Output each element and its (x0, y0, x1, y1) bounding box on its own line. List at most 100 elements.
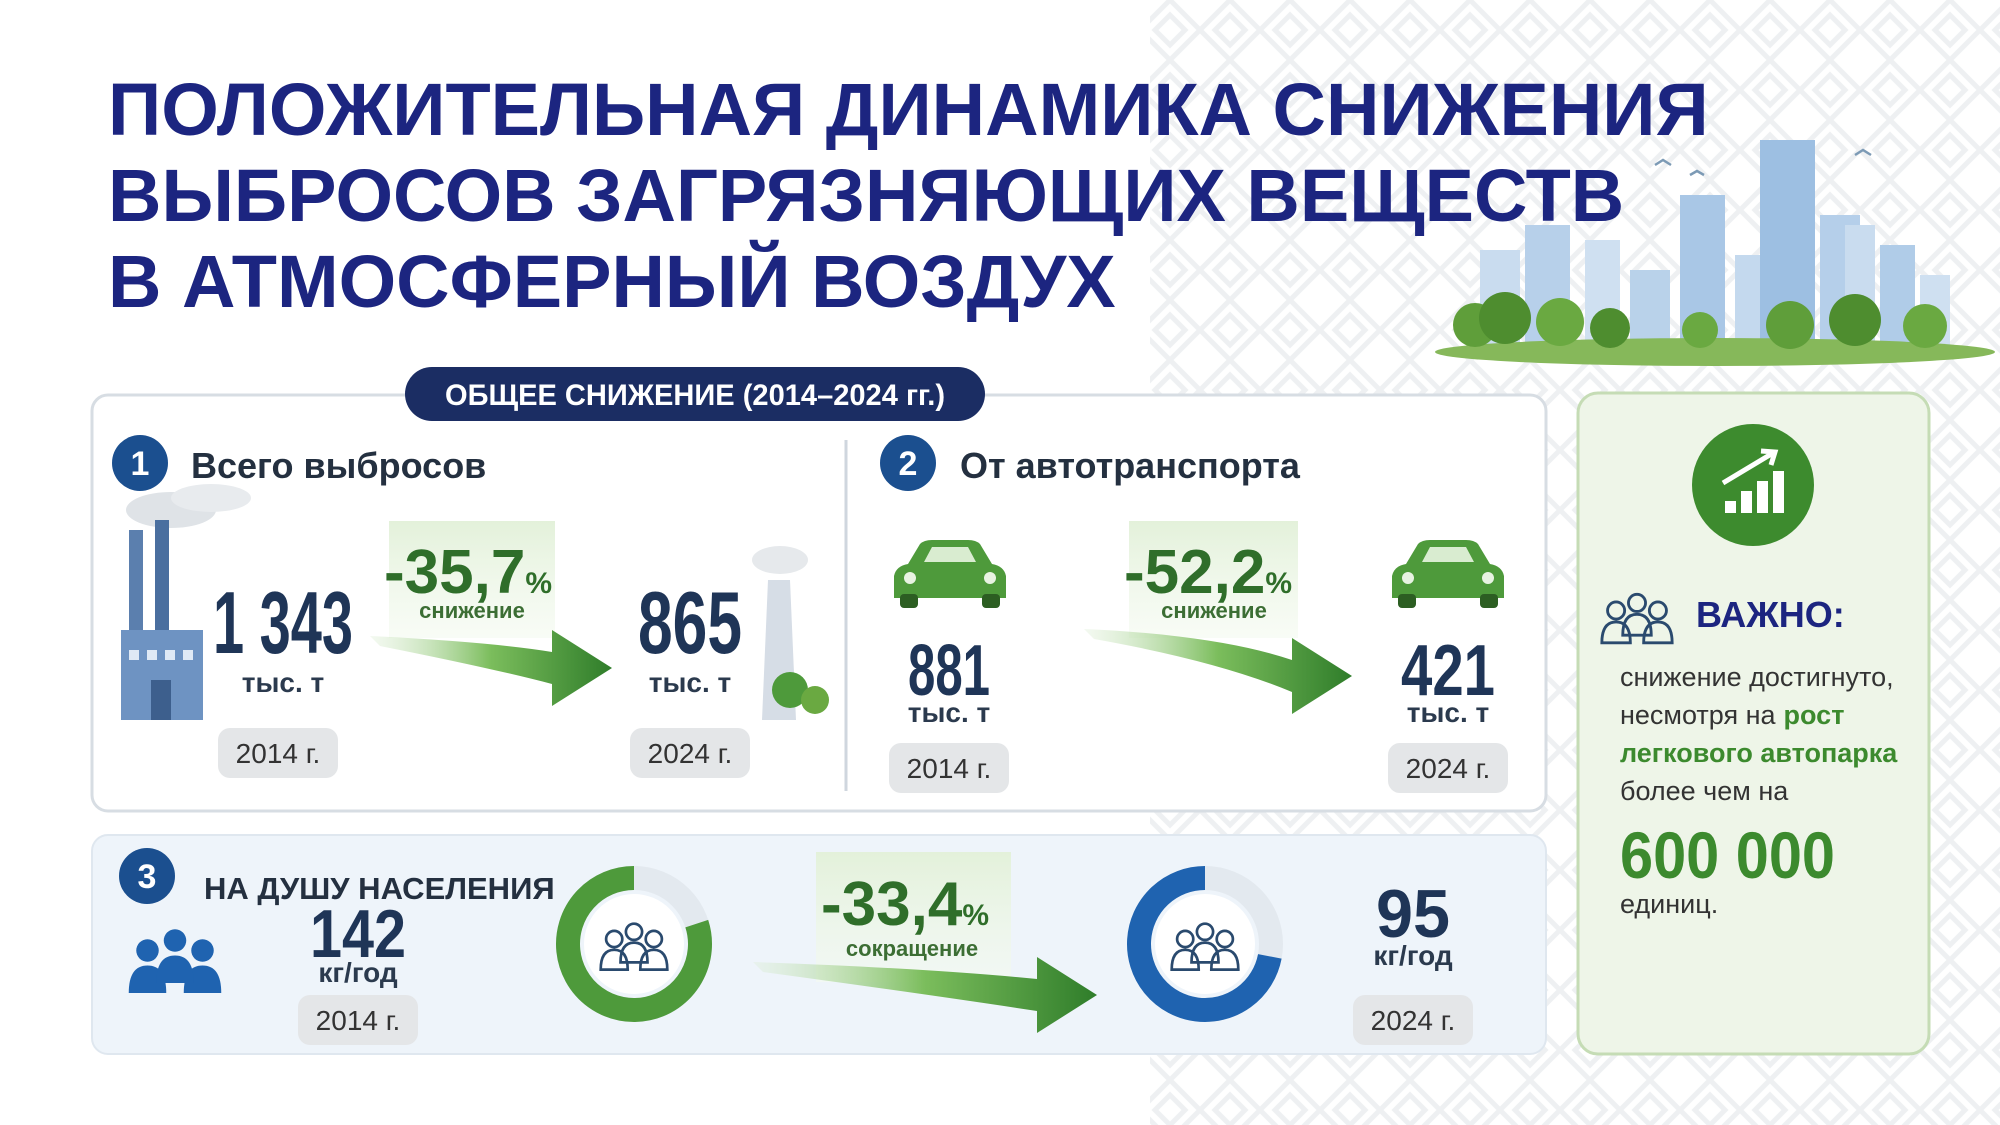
growth-arrow (1721, 448, 1779, 486)
window (147, 650, 157, 660)
note-heading: ВАЖНО: (1696, 594, 1845, 635)
car-window (924, 547, 976, 562)
person-head (604, 929, 624, 949)
tree (801, 686, 829, 714)
growth-bar (1757, 481, 1768, 513)
people-icon (599, 922, 669, 971)
door (151, 680, 171, 720)
from-value: 881 (908, 631, 990, 711)
window (129, 650, 139, 660)
person-body (1642, 620, 1674, 645)
growth-icon (1721, 448, 1784, 513)
donut-center (1155, 894, 1255, 994)
note-text: более чем на (1620, 776, 1789, 806)
tree (772, 672, 808, 708)
people-icon (1600, 592, 1674, 645)
donut-center (584, 894, 684, 994)
car-light (1482, 572, 1494, 584)
car-light (1402, 572, 1414, 584)
growth-bar (1741, 491, 1752, 513)
car-light (904, 572, 916, 584)
person-body (638, 948, 669, 971)
person-body (156, 955, 194, 983)
note-highlight: легкового автопарка (1620, 738, 1898, 768)
growth-badge (1692, 424, 1814, 546)
from-unit: тыс. т (242, 667, 324, 698)
person-head (624, 922, 644, 942)
change-unit: % (1265, 567, 1292, 600)
person-head (1215, 929, 1235, 949)
year-label: 2024 г. (1371, 1005, 1456, 1036)
tower-icon (752, 546, 829, 720)
year-pill (218, 728, 338, 778)
people-icon (128, 929, 222, 993)
window (165, 650, 175, 660)
trend-arrow (370, 630, 612, 706)
person-body (1190, 941, 1220, 964)
note-highlight: рост (1784, 700, 1845, 730)
donut-arc (556, 866, 712, 1022)
person-head (644, 929, 664, 949)
from-value: 1 343 (213, 573, 353, 672)
to-value: 865 (638, 573, 742, 672)
person-body (128, 965, 167, 993)
section-number: 3 (138, 858, 157, 896)
note-line: снижение достигнуто, (1620, 662, 1894, 692)
car-icon (894, 540, 1006, 608)
person-head (163, 929, 187, 952)
car-wheel (982, 594, 1000, 608)
year-label: 2024 г. (648, 738, 733, 769)
change-box (816, 852, 1011, 982)
to-value: 95 (1376, 876, 1450, 952)
factory-icon (121, 484, 251, 720)
person-head (1175, 929, 1195, 949)
section-number-badge (119, 848, 175, 904)
person-body (1209, 948, 1240, 971)
section-number: 2 (899, 445, 918, 483)
change-label: снижение (1161, 598, 1267, 623)
from-unit: кг/год (318, 957, 397, 988)
from-unit: тыс. т (908, 697, 990, 728)
year-label: 2024 г. (1406, 753, 1491, 784)
content: ПОЛОЖИТЕЛЬНАЯ ДИНАМИКА СНИЖЕНИЯВЫБРОСОВ … (108, 68, 1898, 1045)
to-unit: тыс. т (649, 667, 731, 698)
change-value: -33,4% (821, 870, 989, 939)
change-box (389, 521, 555, 638)
person-head (1627, 592, 1647, 613)
note-text: снижение достигнуто, (1620, 662, 1894, 692)
city-skyline (1435, 140, 1995, 366)
window (183, 650, 193, 660)
person-head (1647, 600, 1668, 621)
people-icon (1170, 922, 1240, 971)
note-unit: единиц. (1620, 889, 1718, 919)
chimney (129, 530, 143, 640)
person-head (1195, 922, 1215, 942)
car-body (894, 540, 1006, 598)
to-value: 421 (1401, 631, 1495, 711)
section-number-badge (112, 435, 168, 491)
smoke (752, 546, 808, 574)
year-label: 2014 г. (907, 753, 992, 784)
year-pill (298, 995, 418, 1045)
car-icon (1392, 540, 1504, 608)
car-window (1422, 547, 1474, 562)
car-wheel (1480, 594, 1498, 608)
year-label: 2014 г. (316, 1005, 401, 1036)
year-pill (630, 728, 750, 778)
change-unit: % (525, 567, 552, 600)
note-text: несмотря на (1620, 700, 1777, 730)
title-line: В АТМОСФЕРНЫЙ ВОЗДУХ (108, 239, 1116, 323)
change-number: -33,4 (821, 870, 963, 939)
change-value: -35,7% (384, 538, 552, 607)
change-number: -35,7 (384, 538, 525, 607)
year-pill (1388, 743, 1508, 793)
growth-bar (1773, 471, 1784, 513)
section-heading: От автотранспорта (960, 445, 1301, 486)
from-value: 142 (310, 896, 406, 972)
year-pill (889, 743, 1009, 793)
note-line: легкового автопарка (1620, 738, 1898, 768)
to-unit: кг/год (1373, 940, 1452, 971)
change-number: -52,2 (1124, 538, 1265, 607)
title-line: ВЫБРОСОВ ЗАГРЯЗНЯЮЩИХ ВЕЩЕСТВ (108, 154, 1624, 237)
growth-bar (1725, 501, 1736, 513)
